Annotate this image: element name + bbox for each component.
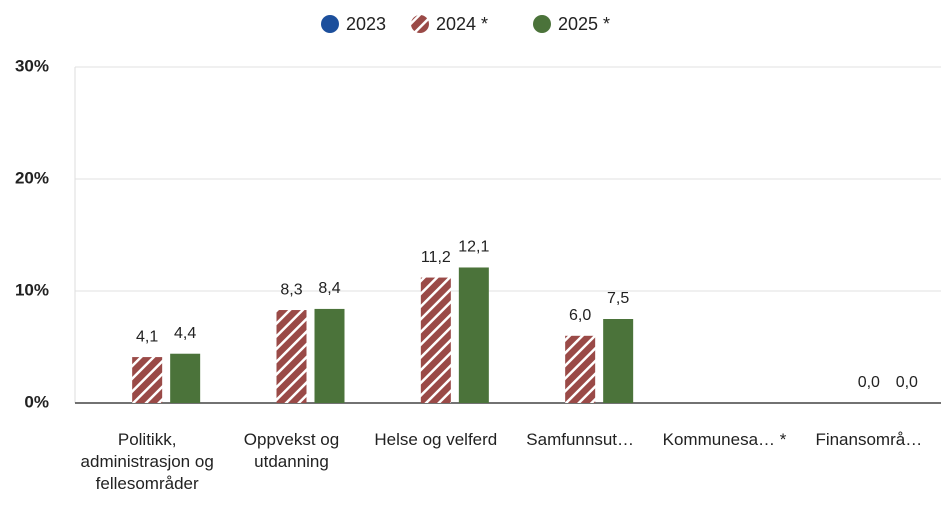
value-label: 0,0 bbox=[858, 374, 880, 391]
legend-marker bbox=[411, 15, 429, 33]
y-tick-label: 30% bbox=[15, 56, 49, 75]
bar bbox=[132, 357, 163, 403]
legend-label: 2023 bbox=[346, 14, 386, 34]
y-tick-label: 0% bbox=[24, 392, 49, 411]
legend-label: 2024 * bbox=[436, 14, 488, 34]
x-tick-label: Helse og velferd bbox=[374, 430, 498, 449]
x-tick-label: Finansområ… bbox=[815, 430, 923, 449]
value-label: 8,3 bbox=[280, 281, 302, 298]
x-tick-label: Kommunesa… * bbox=[662, 430, 787, 449]
value-label: 8,4 bbox=[318, 280, 340, 297]
bar bbox=[314, 308, 345, 403]
y-tick-label: 20% bbox=[15, 168, 49, 187]
value-label: 11,2 bbox=[421, 249, 451, 266]
value-label: 7,5 bbox=[607, 290, 629, 307]
legend-marker bbox=[321, 15, 339, 33]
bar bbox=[603, 319, 634, 403]
value-label: 4,4 bbox=[174, 325, 196, 342]
value-label: 4,1 bbox=[136, 328, 158, 345]
x-tick-label: Politikk, administrasjon og fellesområde… bbox=[80, 430, 214, 493]
x-tick-label: Samfunnsut… bbox=[526, 430, 635, 449]
bar bbox=[276, 310, 307, 403]
bar bbox=[170, 353, 201, 403]
legend-marker bbox=[533, 15, 551, 33]
value-label: 0,0 bbox=[896, 374, 918, 391]
bar bbox=[565, 335, 596, 403]
value-label: 12,1 bbox=[458, 239, 489, 256]
bar bbox=[458, 267, 489, 403]
value-label: 6,0 bbox=[569, 307, 591, 324]
legend-label: 2025 * bbox=[558, 14, 610, 34]
x-tick-label: Oppvekst og utdanning bbox=[243, 430, 340, 471]
y-tick-label: 10% bbox=[15, 280, 49, 299]
bar bbox=[420, 277, 451, 403]
